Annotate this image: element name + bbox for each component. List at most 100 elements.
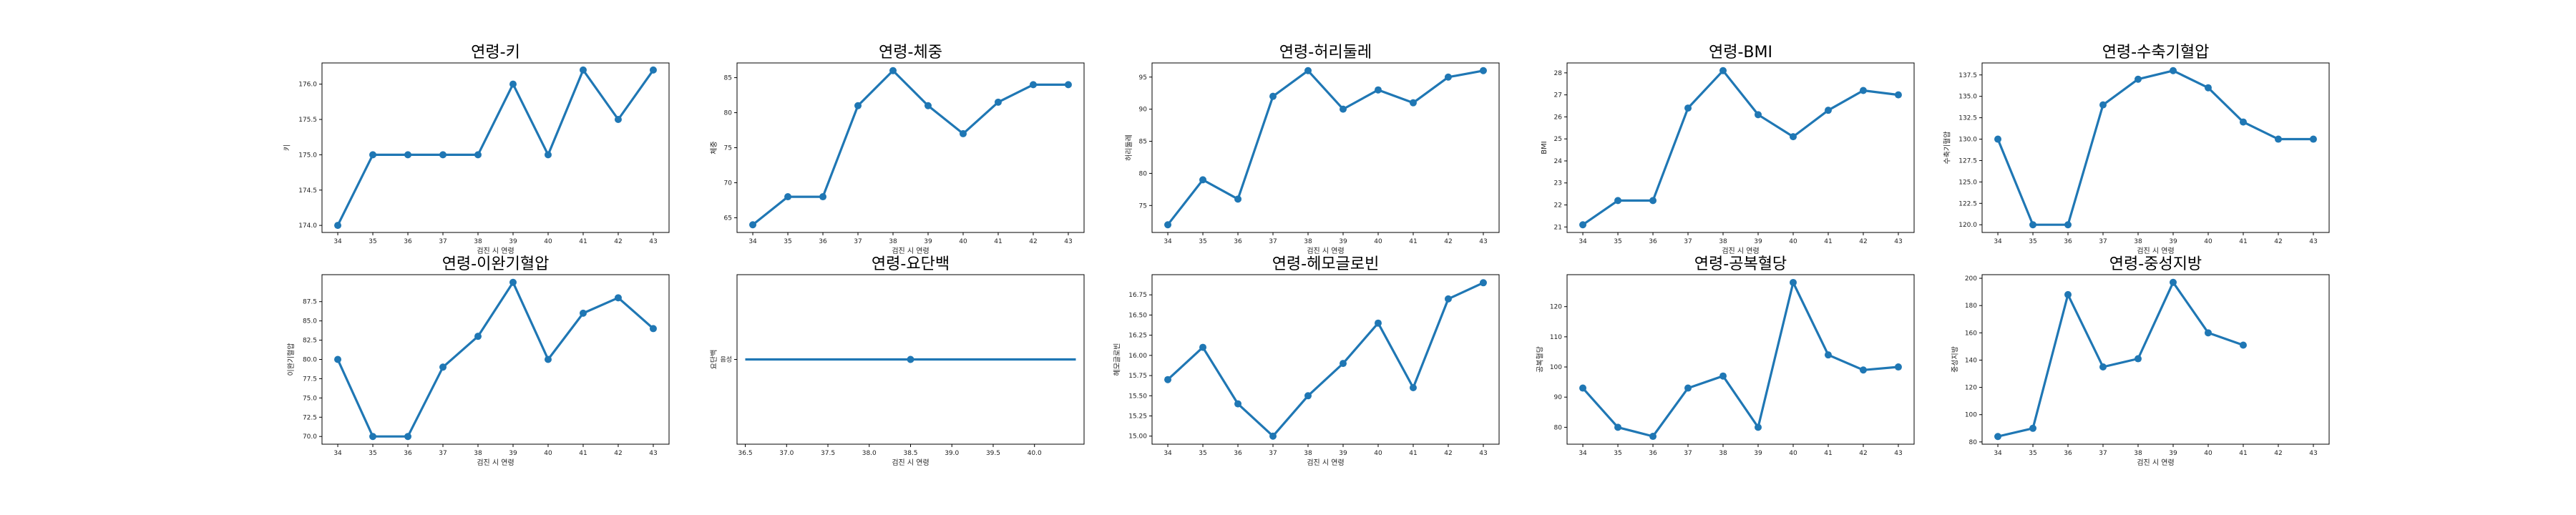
series-line: [1166, 281, 1484, 438]
data-point: [1304, 392, 1312, 400]
data-point: [1684, 104, 1692, 112]
x-tick-label: 41: [1409, 450, 1417, 457]
y-tick-label: 80: [1139, 170, 1148, 177]
data-point: [334, 355, 342, 363]
x-tick-label: 39: [2169, 238, 2177, 245]
data-point: [439, 151, 447, 159]
x-tick-label: 36: [2064, 450, 2072, 457]
data-point: [2169, 67, 2177, 74]
y-tick-label: 25: [1554, 136, 1562, 143]
y-tick-label: 120: [1550, 304, 1562, 311]
x-tick-label: 41: [2239, 238, 2247, 245]
y-tick-label: 80.0: [303, 357, 317, 364]
x-tick-label: 36: [1649, 238, 1657, 245]
x-tick-label: 38: [889, 238, 897, 245]
data-point: [889, 67, 897, 74]
x-tick-label: 34: [333, 238, 342, 245]
x-tick-label: 38: [1304, 450, 1312, 457]
x-tick-label: 35: [1614, 450, 1621, 457]
data-point: [2309, 135, 2317, 143]
y-tick-label: 82.5: [303, 338, 317, 345]
data-point: [1234, 400, 1242, 408]
data-point: [2029, 424, 2037, 432]
x-tick-label: 37: [2099, 238, 2107, 245]
data-point: [1374, 86, 1382, 94]
y-axis-label: 체중: [710, 141, 718, 154]
x-tick-label: 40: [2204, 450, 2212, 457]
data-point: [474, 151, 482, 159]
y-tick-label: 120.0: [1958, 222, 1977, 229]
y-tick-label: 130.0: [1958, 137, 1977, 144]
subplot-title: 연령-체중: [879, 44, 942, 62]
y-tick-label: 137.5: [1958, 72, 1977, 79]
x-tick-label: 38: [2134, 238, 2142, 245]
x-tick-label: 40: [1789, 238, 1797, 245]
x-tick-label: 42: [1859, 238, 1867, 245]
data-point: [1859, 87, 1867, 94]
x-tick-label: 39: [2169, 450, 2177, 457]
subplot-title: 연령-헤모글로빈: [1272, 255, 1380, 273]
y-tick-label: 200: [1965, 275, 1977, 283]
x-tick-label: 34: [1579, 238, 1587, 245]
data-point: [1479, 67, 1487, 74]
data-point: [1479, 279, 1487, 287]
x-tick-label: 43: [1894, 450, 1902, 457]
subplot: 연령-허리둘레 34 35 36 37 38 39 40 41 42 43 75 80 85 90 95 검진 …: [1125, 44, 1500, 255]
x-tick-label: 38: [474, 450, 482, 457]
y-tick-label: 95: [1139, 74, 1147, 82]
y-tick-label: 100: [1550, 364, 1562, 371]
subplot-title: 연령-중성지방: [2109, 255, 2202, 273]
data-point: [404, 151, 412, 159]
x-tick-label: 41: [579, 450, 587, 457]
y-tick-label: 175.0: [298, 152, 317, 159]
series-line: [336, 281, 655, 438]
data-point: [1164, 376, 1172, 383]
data-point: [1754, 423, 1762, 431]
x-tick-label: 43: [649, 238, 657, 245]
data-point: [749, 221, 757, 229]
x-tick-label: 35: [1199, 238, 1206, 245]
x-tick-label: 35: [1614, 238, 1621, 245]
x-tick-label: 37: [1684, 238, 1692, 245]
x-tick-label: 36: [819, 238, 827, 245]
subplot: 연령-요단백 36.5 37.0 37.5 38.0 38.5 39.0 39.5 40.0 음성…: [710, 255, 1085, 467]
data-point: [579, 309, 587, 317]
subplot: 연령-수축기혈압 34 35 36 37 38 39 40 41 42 43 120.0 122.5 12…: [1943, 44, 2330, 255]
x-tick-label: 41: [579, 238, 587, 245]
y-tick-label: 174.5: [298, 187, 317, 195]
y-tick-label: 85.0: [303, 318, 317, 325]
data-point: [1064, 81, 1072, 89]
data-point: [404, 433, 412, 441]
x-tick-label: 43: [1479, 450, 1487, 457]
data-point: [1269, 92, 1277, 100]
x-tick-label: 42: [614, 450, 622, 457]
y-tick-label: 90: [1139, 107, 1148, 114]
x-tick-label: 35: [369, 450, 376, 457]
x-tick-label: 35: [369, 238, 376, 245]
x-tick-label: 41: [1824, 450, 1832, 457]
data-point: [1374, 319, 1382, 327]
data-point: [2064, 221, 2072, 229]
x-tick-label: 34: [1163, 450, 1172, 457]
y-tick-label: 23: [1554, 180, 1562, 187]
x-tick-label: 38.0: [862, 450, 877, 457]
y-tick-label: 65: [724, 215, 732, 222]
x-tick-label: 40: [1374, 238, 1382, 245]
subplot-title: 연령-요단백: [872, 255, 950, 273]
x-tick-label: 43: [1894, 238, 1902, 245]
axes-frame: [1151, 62, 1500, 233]
x-tick-label: 43: [2309, 450, 2317, 457]
data-point: [1649, 197, 1657, 205]
axes-frame: [1566, 62, 1915, 233]
x-tick-label: 39: [1754, 238, 1762, 245]
y-tick-label: 125.0: [1958, 179, 1977, 186]
y-tick-label: 16.50: [1128, 312, 1147, 319]
data-point: [544, 355, 552, 363]
x-tick-label: 40: [1374, 450, 1382, 457]
data-point: [2239, 341, 2247, 349]
data-point: [2135, 75, 2142, 83]
y-tick-label: 72.5: [303, 414, 317, 421]
y-tick-label: 77.5: [303, 376, 317, 383]
data-point: [854, 102, 862, 109]
subplot-title: 연령-키: [471, 44, 520, 62]
